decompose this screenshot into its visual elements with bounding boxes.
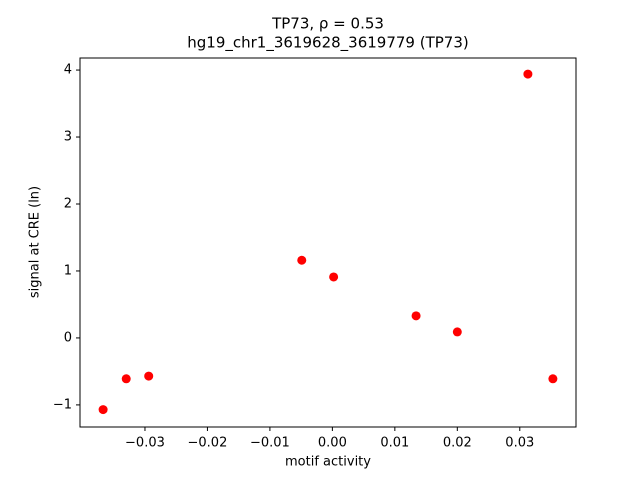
chart-title: TP73, ρ = 0.53 [271, 15, 384, 33]
x-tick-label: 0.03 [505, 436, 534, 451]
point [411, 311, 421, 321]
x-tick-label: −0.03 [125, 436, 165, 451]
point [452, 327, 462, 337]
y-tick-label: −1 [53, 397, 72, 412]
point [297, 255, 307, 265]
point [548, 374, 558, 384]
y-tick-label: 1 [64, 263, 72, 278]
point [121, 374, 131, 384]
y-axis-label: signal at CRE (ln) [28, 186, 43, 298]
x-tick-label: 0.02 [443, 436, 472, 451]
x-tick-label: −0.01 [250, 436, 290, 451]
x-tick-label: 0.01 [380, 436, 409, 451]
y-tick-label: 3 [64, 130, 72, 145]
chart-subtitle: hg19_chr1_3619628_3619779 (TP73) [187, 34, 468, 53]
y-tick-label: 2 [64, 196, 72, 211]
y-tick-label: 4 [64, 63, 72, 78]
y-tick-label: 0 [64, 330, 72, 345]
point [523, 69, 533, 79]
plot-frame [79, 57, 577, 428]
x-tick-label: −0.02 [188, 436, 228, 451]
point [329, 272, 339, 282]
point [144, 371, 154, 381]
x-axis-label: motif activity [285, 455, 371, 470]
x-tick-label: 0.00 [318, 436, 347, 451]
point [98, 405, 108, 415]
